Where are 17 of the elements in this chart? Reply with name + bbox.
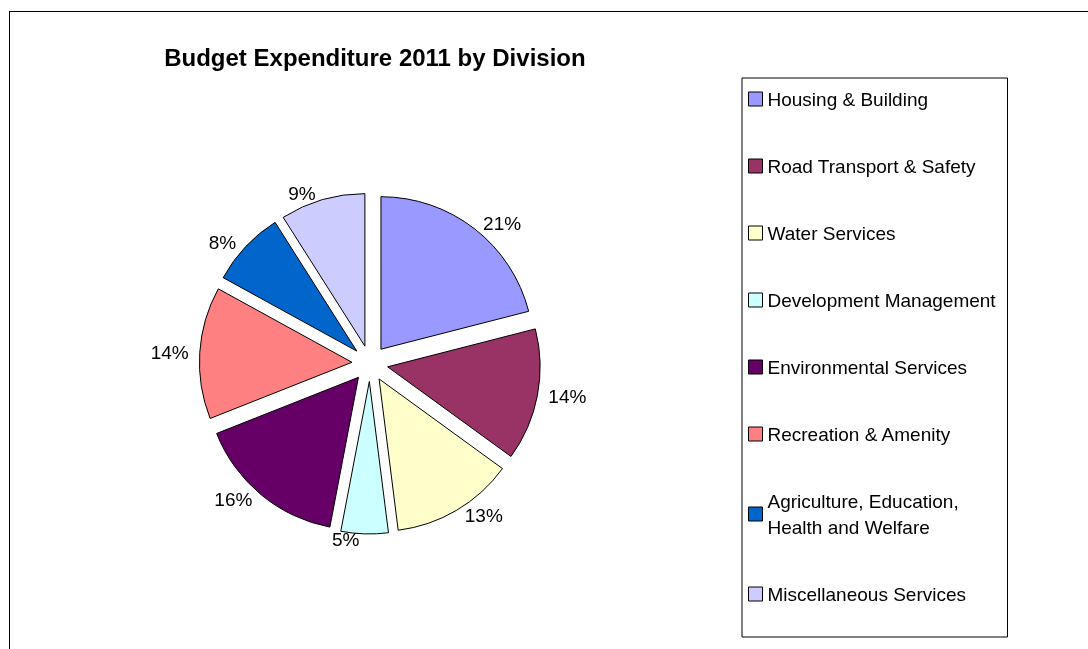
data-label: 8%	[208, 232, 237, 254]
legend-label: Water Services	[767, 222, 896, 244]
legend-label: Agriculture, Education, Health and Welfare	[767, 490, 964, 538]
legend-label: Housing & Building	[767, 88, 929, 110]
data-label: 13%	[464, 504, 503, 526]
legend-label: Environmental Services	[767, 356, 968, 378]
data-label: 16%	[214, 488, 253, 510]
legend-label: Miscellaneous Services	[767, 583, 967, 605]
chart-title: Budget Expenditure 2011 by Division	[164, 43, 586, 71]
data-label: 14%	[548, 386, 587, 408]
legend-label: Development Management	[767, 289, 997, 311]
legend-label: Road Transport & Safety	[767, 155, 977, 177]
data-label: 9%	[288, 183, 316, 205]
data-label: 21%	[483, 213, 522, 235]
legend-label: Recreation & Amenity	[767, 423, 951, 445]
data-label: 5%	[331, 529, 360, 551]
data-label: 14%	[150, 341, 189, 363]
